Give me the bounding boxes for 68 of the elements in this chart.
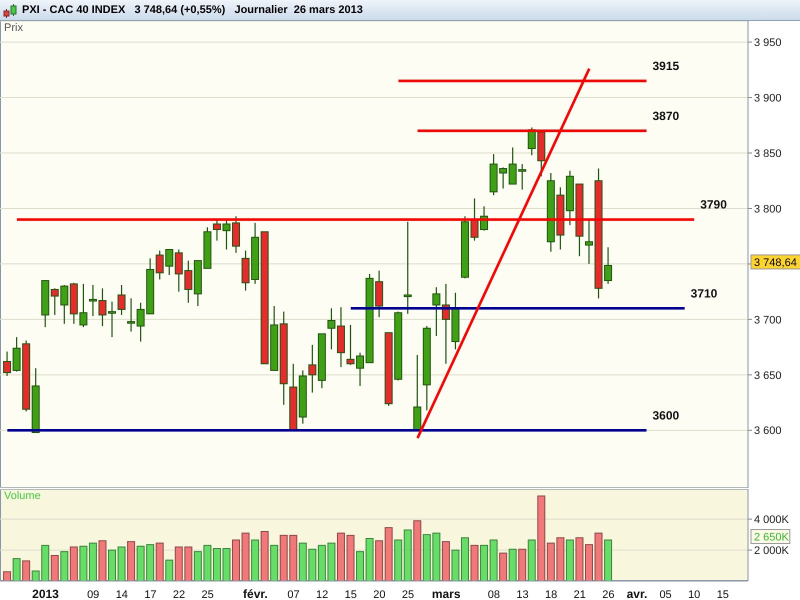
bar [22,560,30,581]
x-tick-label: 26 [602,589,614,600]
candlestick [404,221,412,314]
x-tick-label: 18 [544,589,558,600]
y-tick-label: 3 650 [754,370,782,382]
series-label: 3600 [652,408,680,422]
chart-title: PXI - CAC 40 INDEX 3 748,64 (+0,55%) Journalier 26 mars 2013 [22,3,363,18]
x-tick-label: 05 [659,589,672,600]
bar [413,520,422,581]
bar [566,540,574,581]
x-tick-label: 09 [87,589,100,600]
x-tick-label: 22 [172,589,186,600]
series-label: 3870 [652,108,680,123]
x-tick-label: 20 [373,589,386,600]
bar [270,544,278,581]
bar [518,548,526,581]
x-tick-label: 15 [716,589,729,600]
series-label: 3710 [690,286,718,300]
y-tick-label: 3 600 [754,425,782,438]
series-label: 3790 [700,198,728,212]
bar [499,552,508,581]
bar [470,544,479,581]
y-tick-label: 3 700 [754,314,782,326]
bar [50,554,59,581]
bar [289,534,298,581]
bar [280,534,288,581]
text: 2 650K [754,532,790,544]
bar [70,546,78,581]
y-tick-label: 2 000K [754,544,790,557]
candlestick [413,354,422,431]
y-tick-label: 4 000K [754,514,790,526]
x-tick-label: 14 [116,589,128,600]
bar [442,541,450,581]
x-tick-label: avr. [626,587,648,600]
x-tick-label: 10 [688,589,700,600]
bar [251,540,260,581]
candlestick [118,284,126,316]
series-label: 3915 [652,58,680,73]
x-tick-label: 13 [516,589,529,600]
x-tick-label: 25 [202,589,214,600]
bar [508,548,517,581]
y-tick-label: 3 950 [754,36,782,49]
x-tick-label: 08 [488,589,500,600]
bar [127,541,136,581]
x-tick-label: 2013 [32,587,60,600]
bar [3,571,12,581]
x-tick-label: 25 [402,589,414,600]
y-tick-label: 3 800 [754,203,782,216]
x-tick-label: 15 [344,589,357,600]
bar [528,540,536,581]
x-tick-label: 07 [287,589,300,600]
bar [260,531,269,581]
bar [12,558,21,581]
bar [60,551,68,581]
y-tick-label: 3 900 [754,92,782,104]
x-tick-label: mars [432,587,461,600]
x-tick-label: 21 [574,589,586,600]
bar [98,540,106,581]
text: 3 748,64 [754,256,797,269]
bar [165,560,174,581]
y-tick-label: 3 850 [754,148,782,160]
bar [604,540,612,581]
y-axis-title: Volume [4,490,41,503]
bar [156,542,164,581]
y-axis-title: Prix [4,22,23,35]
x-tick-label: 12 [316,589,328,600]
x-tick-label: 17 [144,589,157,600]
x-tick-label: févr. [243,587,268,600]
